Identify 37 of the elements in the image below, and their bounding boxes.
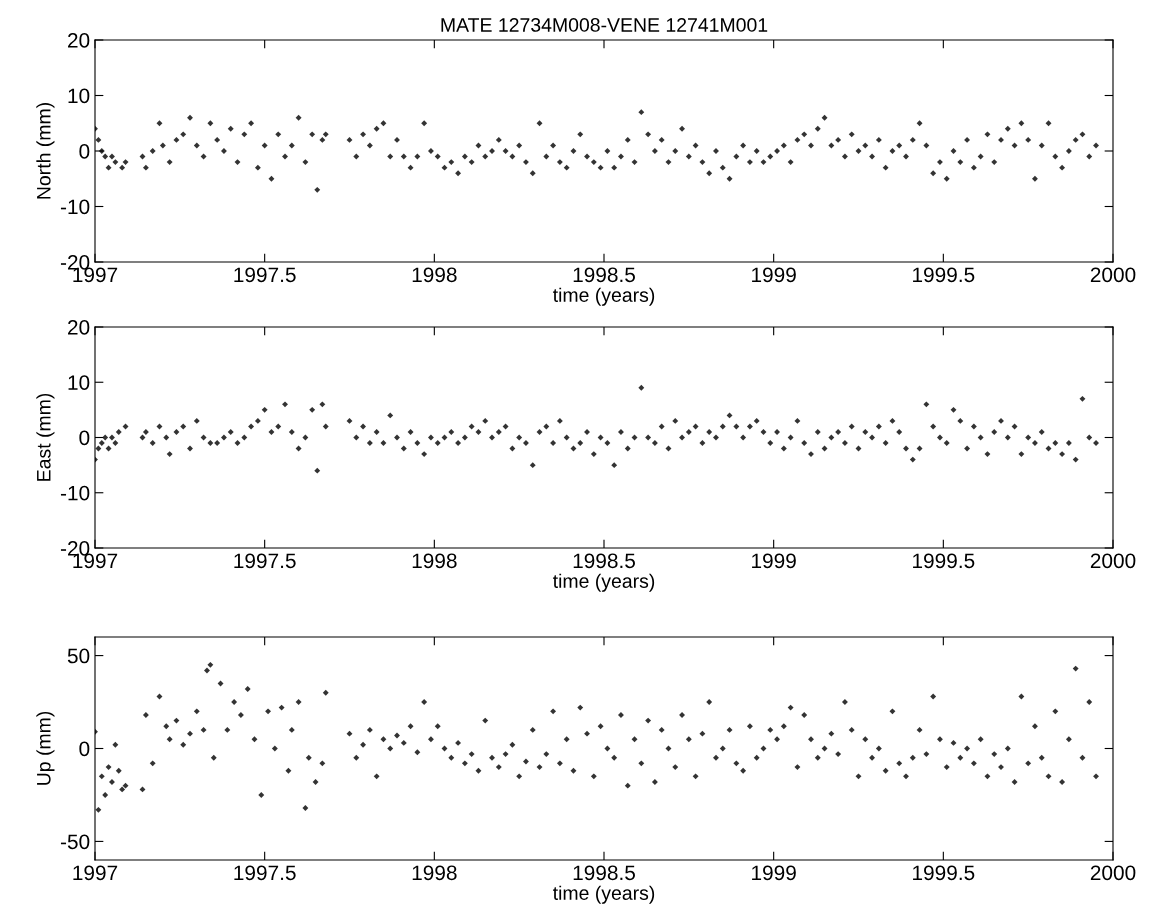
x-tick-label: 1999.5 [913,553,975,569]
x-tick-label: 2000 [1090,267,1136,283]
chart-title: MATE 12734M008-VENE 12741M001 [441,18,768,32]
x-tick-label: 1999 [752,865,796,881]
x-tick-label: 1998 [412,865,457,881]
y-tick-label: 20 [68,33,90,48]
x-tick-label: 1997.5 [234,267,296,283]
y-tick-label: -10 [60,199,90,215]
y-tick-label: 10 [68,88,90,104]
x-axis-title: time (years) [552,885,655,904]
y-tick-label: 10 [68,375,90,390]
y-tick-label: 0 [79,741,90,757]
x-axis-title: time (years) [552,573,655,592]
x-tick-label: 1997 [73,865,118,881]
y-axis-title: Up (mm) [36,711,55,785]
x-tick-label: 1999.5 [913,267,975,283]
x-tick-label: 2000 [1090,865,1136,881]
y-tick-label: 0 [79,430,90,446]
x-axis-title: time (years) [552,287,655,306]
x-tick-label: 1998 [412,267,457,283]
x-tick-label: 1998 [412,553,457,569]
y-tick-label: -50 [60,834,90,850]
y-tick-label: 0 [79,144,90,159]
y-axis-title: North (mm) [36,103,55,199]
x-tick-label: 1998.5 [573,553,635,569]
y-axis-title: East (mm) [36,393,55,481]
y-tick-label: 50 [67,648,90,664]
x-tick-label: 1999 [752,553,796,569]
x-tick-label: 1998.5 [573,865,635,881]
x-tick-label: 1997.5 [234,865,296,881]
x-tick-label: 1999.5 [913,865,975,881]
x-tick-label: 1997.5 [234,553,296,569]
y-tick-label: 20 [68,320,90,335]
x-tick-label: 2000 [1090,553,1136,569]
y-tick-label: -10 [60,485,90,501]
x-tick-label: 1999 [752,267,796,283]
x-tick-label: 1998.5 [573,267,635,283]
